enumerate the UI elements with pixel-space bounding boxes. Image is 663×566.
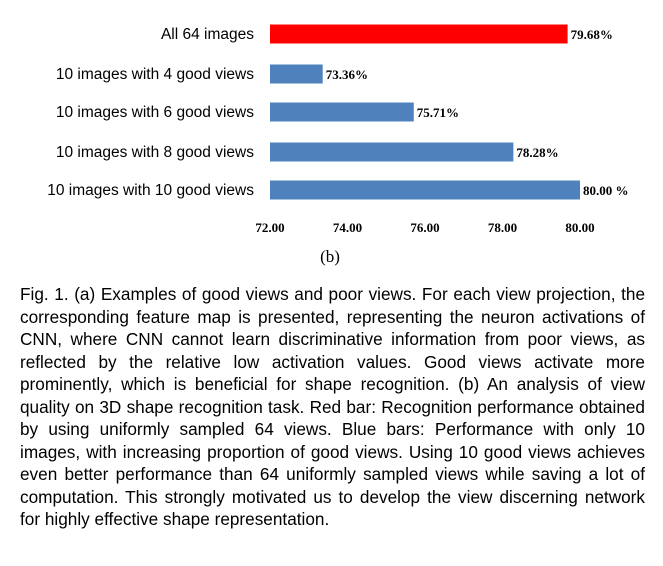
bar <box>270 102 414 122</box>
bar <box>270 142 514 162</box>
panel-label: (b) <box>320 247 340 266</box>
value-label: 80.00 % <box>583 183 629 198</box>
bar-chart: All 64 images 10 images with 4 good views… <box>47 24 629 266</box>
x-tick-label: 76.00 <box>410 220 439 235</box>
value-label: 75.71% <box>417 105 459 120</box>
bars <box>270 24 580 200</box>
value-label: 79.68% <box>571 27 613 42</box>
value-label: 73.36% <box>326 67 368 82</box>
category-label: 10 images with 10 good views <box>47 182 254 199</box>
x-tick-label: 72.00 <box>255 220 284 235</box>
category-label: All 64 images <box>161 26 254 43</box>
bar <box>270 180 580 200</box>
x-tick-label: 80.00 <box>565 220 594 235</box>
value-label: 78.28% <box>516 145 558 160</box>
category-label: 10 images with 4 good views <box>56 66 254 83</box>
value-labels: 79.68% 73.36% 75.71% 78.28% 80.00 % <box>326 27 629 198</box>
bar <box>270 24 568 44</box>
figure-caption: Fig. 1. (a) Examples of good views and p… <box>20 284 645 529</box>
x-tick-label: 74.00 <box>333 220 362 235</box>
x-tick-labels: 72.00 74.00 76.00 78.00 80.00 <box>255 220 594 235</box>
category-label: 10 images with 8 good views <box>56 144 254 161</box>
x-tick-label: 78.00 <box>488 220 517 235</box>
category-label: 10 images with 6 good views <box>56 104 254 121</box>
bar <box>270 64 323 84</box>
category-labels: All 64 images 10 images with 4 good views… <box>47 26 254 199</box>
